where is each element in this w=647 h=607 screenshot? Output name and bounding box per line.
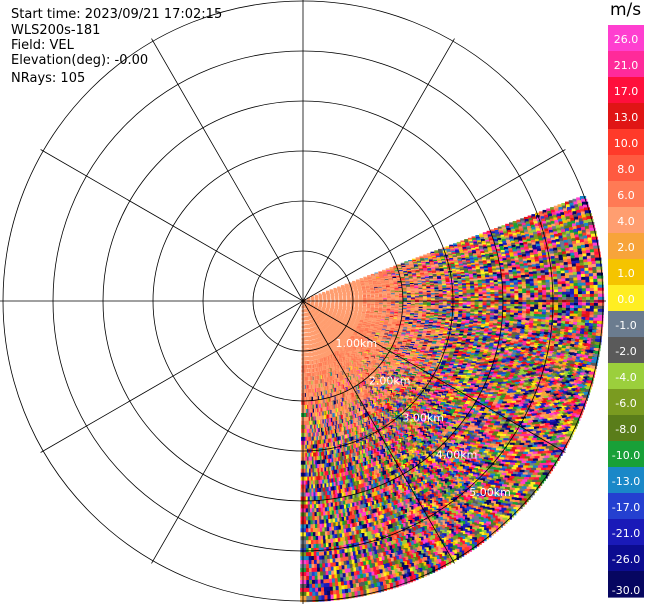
colorbar-swatch — [608, 467, 644, 494]
elevation-text: Elevation(deg): -0.00 — [11, 53, 149, 68]
colorbar-unit-title: m/s — [610, 0, 642, 20]
colorbar-tick-label: 0.0 — [617, 293, 635, 306]
colorbar-tick-label: -13.0 — [611, 475, 641, 488]
colorbar-swatch — [608, 233, 644, 260]
range-label: 1.00km — [336, 337, 378, 350]
colorbar-swatch — [608, 259, 644, 286]
colorbar-tick-label: -1.0 — [615, 319, 637, 332]
colorbar-swatch — [608, 51, 644, 78]
colorbar-swatch — [608, 415, 644, 442]
azimuth-spoke — [302, 38, 455, 302]
colorbar-tick-label: -6.0 — [615, 397, 637, 410]
colorbar-swatch — [608, 181, 644, 208]
colorbar-tick-label: -4.0 — [615, 371, 637, 384]
colorbar-tick-label: -26.0 — [611, 553, 641, 566]
range-label: 5.00km — [469, 486, 511, 499]
azimuth-spoke — [302, 149, 566, 302]
colorbar-tick-label: -8.0 — [615, 423, 637, 436]
start-time-text: Start time: 2023/09/21 17:02:15 — [11, 7, 223, 22]
azimuth-spoke — [302, 300, 455, 564]
colorbar-swatch — [608, 25, 644, 52]
colorbar-swatch — [608, 311, 644, 338]
colorbar-swatch — [608, 545, 644, 572]
colorbar-tick-label: 13.0 — [613, 111, 639, 124]
azimuth-spoke — [40, 149, 304, 302]
colorbar-tick-label: 6.0 — [617, 189, 635, 202]
azimuth-spoke — [40, 300, 304, 453]
colorbar-swatch — [608, 571, 644, 598]
colorbar-swatch — [608, 285, 644, 312]
azimuth-spoke — [151, 300, 304, 564]
colorbar-swatch — [608, 207, 644, 234]
colorbar-swatch — [608, 77, 644, 104]
colorbar-swatch — [608, 337, 644, 364]
colorbar-swatch — [608, 493, 644, 520]
field-text: Field: VEL — [11, 38, 74, 53]
colorbar-swatch — [608, 389, 644, 416]
azimuth-spoke — [302, 300, 566, 453]
colorbar-tick-label: 8.0 — [617, 163, 635, 176]
velocity-pixels — [300, 196, 605, 603]
colorbar-tick-label: -2.0 — [615, 345, 637, 358]
colorbar-tick-label: 4.0 — [617, 215, 635, 228]
colorbar-tick-label: 21.0 — [613, 59, 639, 72]
colorbar-swatch — [608, 129, 644, 156]
azimuth-spoke — [151, 38, 304, 302]
colorbar-swatch — [608, 519, 644, 546]
range-labels: 1.00km 2.00km 3.00km 4.00km 5.00km — [336, 337, 511, 499]
colorbar-tick-label: 17.0 — [613, 85, 639, 98]
colorbar-tick-label: 26.0 — [613, 33, 639, 46]
nrays-text: NRays: 105 — [11, 71, 86, 86]
colorbar-tick-label: -21.0 — [611, 527, 641, 540]
colorbar-tick-label: -17.0 — [611, 501, 641, 514]
colorbar-swatch — [608, 363, 644, 390]
colorbar-tick-label: -30.0 — [611, 584, 641, 597]
range-label: 3.00km — [402, 412, 444, 425]
colorbar-tick-label: 1.0 — [617, 267, 635, 280]
colorbar — [608, 25, 644, 598]
colorbar-swatch — [608, 441, 644, 468]
range-label: 2.00km — [369, 374, 411, 387]
azimuth-spokes — [0, 0, 606, 604]
colorbar-swatch — [608, 155, 644, 182]
colorbar-tick-label: 10.0 — [613, 137, 639, 150]
colorbar-swatch — [608, 103, 644, 130]
colorbar-tick-label: -10.0 — [611, 449, 641, 462]
range-label: 4.00km — [436, 449, 478, 462]
colorbar-tick-label: 2.0 — [617, 241, 635, 254]
instrument-text: WLS200s-181 — [11, 23, 101, 38]
